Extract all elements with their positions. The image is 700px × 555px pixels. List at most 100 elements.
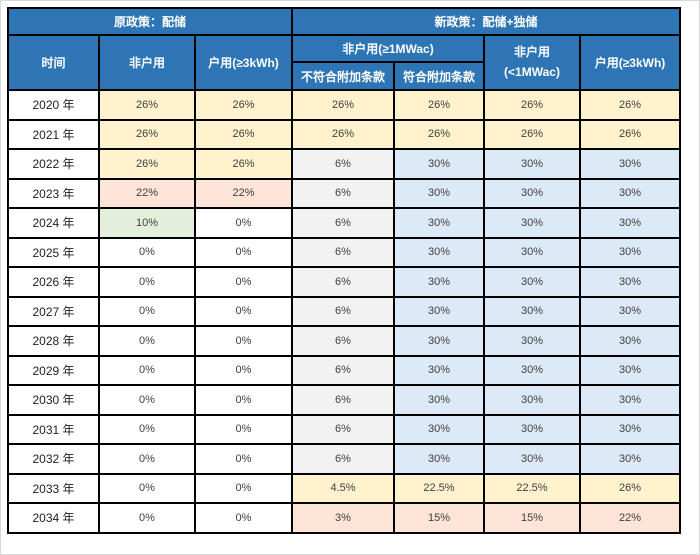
- value-cell: 22.5%: [393, 472, 485, 504]
- value-cell: 10%: [98, 207, 196, 239]
- value-cell: 0%: [98, 502, 196, 534]
- year-cell: 2030 年: [7, 384, 100, 416]
- value-cell: 6%: [291, 177, 395, 209]
- value-cell: 30%: [483, 384, 581, 416]
- value-cell: 30%: [579, 384, 681, 416]
- header-new-residential: 户用(≥3kWh): [579, 34, 681, 91]
- value-cell: 0%: [194, 207, 293, 239]
- value-cell: 30%: [393, 236, 485, 268]
- header-new-nonresidential-small-line2: (<1MWac): [504, 64, 560, 79]
- value-cell: 15%: [393, 502, 485, 534]
- value-cell: 0%: [194, 236, 293, 268]
- value-cell: 0%: [98, 354, 196, 386]
- table-body: 2020 年 26% 26% 26% 26% 26% 26% 2021 年 26…: [7, 89, 681, 534]
- value-cell: 30%: [483, 354, 581, 386]
- year-cell: 2025 年: [7, 236, 100, 268]
- header-new-nonresidential-large: 非户用(≥1MWac): [291, 34, 485, 63]
- value-cell: 6%: [291, 443, 395, 475]
- header-noncompliant-terms: 不符合附加条款: [291, 61, 395, 91]
- value-cell: 30%: [393, 177, 485, 209]
- value-cell: 30%: [579, 207, 681, 239]
- value-cell: 0%: [98, 472, 196, 504]
- header-new-nonresidential-small: 非户用 (<1MWac): [483, 34, 581, 91]
- value-cell: 26%: [579, 472, 681, 504]
- table-row: 2023 年 22% 22% 6% 30% 30% 30%: [7, 177, 681, 209]
- value-cell: 0%: [194, 443, 293, 475]
- value-cell: 26%: [291, 118, 395, 150]
- year-cell: 2023 年: [7, 177, 100, 209]
- value-cell: 6%: [291, 354, 395, 386]
- header-compliant-terms: 符合附加条款: [393, 61, 485, 91]
- value-cell: 0%: [98, 443, 196, 475]
- value-cell: 30%: [393, 148, 485, 180]
- value-cell: 0%: [98, 266, 196, 298]
- value-cell: 30%: [393, 443, 485, 475]
- value-cell: 26%: [194, 148, 293, 180]
- value-cell: 0%: [194, 413, 293, 445]
- year-cell: 2022 年: [7, 148, 100, 180]
- value-cell: 30%: [483, 266, 581, 298]
- table-row: 2031 年 0% 0% 6% 30% 30% 30%: [7, 413, 681, 445]
- table-row: 2033 年 0% 0% 4.5% 22.5% 22.5% 26%: [7, 472, 681, 504]
- value-cell: 26%: [579, 89, 681, 121]
- year-cell: 2028 年: [7, 325, 100, 357]
- table-row: 2024 年 10% 0% 6% 30% 30% 30%: [7, 207, 681, 239]
- value-cell: 30%: [483, 443, 581, 475]
- value-cell: 26%: [194, 118, 293, 150]
- value-cell: 0%: [194, 266, 293, 298]
- value-cell: 0%: [194, 325, 293, 357]
- value-cell: 26%: [393, 89, 485, 121]
- value-cell: 26%: [98, 89, 196, 121]
- value-cell: 30%: [393, 413, 485, 445]
- year-cell: 2034 年: [7, 502, 100, 534]
- value-cell: 30%: [579, 148, 681, 180]
- value-cell: 15%: [483, 502, 581, 534]
- value-cell: 0%: [194, 502, 293, 534]
- value-cell: 0%: [98, 295, 196, 327]
- value-cell: 30%: [393, 295, 485, 327]
- value-cell: 6%: [291, 413, 395, 445]
- year-cell: 2026 年: [7, 266, 100, 298]
- value-cell: 0%: [98, 413, 196, 445]
- value-cell: 26%: [98, 148, 196, 180]
- year-cell: 2032 年: [7, 443, 100, 475]
- value-cell: 0%: [194, 354, 293, 386]
- value-cell: 30%: [483, 325, 581, 357]
- itc-policy-table: 原政策：配储 新政策：配储+独储 时间 非户用 户用(≥3kWh) 非户用(≥1…: [7, 7, 681, 534]
- value-cell: 6%: [291, 148, 395, 180]
- value-cell: 30%: [393, 354, 485, 386]
- table-row: 2022 年 26% 26% 6% 30% 30% 30%: [7, 148, 681, 180]
- table-row: 2026 年 0% 0% 6% 30% 30% 30%: [7, 266, 681, 298]
- year-cell: 2024 年: [7, 207, 100, 239]
- value-cell: 0%: [98, 236, 196, 268]
- year-cell: 2021 年: [7, 118, 100, 150]
- value-cell: 30%: [483, 236, 581, 268]
- value-cell: 30%: [579, 295, 681, 327]
- value-cell: 0%: [194, 472, 293, 504]
- year-cell: 2033 年: [7, 472, 100, 504]
- value-cell: 30%: [579, 325, 681, 357]
- table-row: 2030 年 0% 0% 6% 30% 30% 30%: [7, 384, 681, 416]
- year-cell: 2031 年: [7, 413, 100, 445]
- header-time: 时间: [7, 34, 100, 91]
- value-cell: 26%: [194, 89, 293, 121]
- value-cell: 0%: [194, 295, 293, 327]
- header-new-policy-group: 新政策：配储+独储: [291, 7, 681, 36]
- value-cell: 30%: [483, 177, 581, 209]
- value-cell: 22%: [194, 177, 293, 209]
- value-cell: 30%: [579, 266, 681, 298]
- header-old-nonresidential: 非户用: [98, 34, 196, 91]
- value-cell: 6%: [291, 295, 395, 327]
- value-cell: 30%: [393, 266, 485, 298]
- header-old-residential: 户用(≥3kWh): [194, 34, 293, 91]
- year-cell: 2020 年: [7, 89, 100, 121]
- value-cell: 30%: [579, 413, 681, 445]
- table-row: 2029 年 0% 0% 6% 30% 30% 30%: [7, 354, 681, 386]
- table-row: 2034 年 0% 0% 3% 15% 15% 22%: [7, 502, 681, 534]
- value-cell: 30%: [483, 207, 581, 239]
- value-cell: 30%: [579, 236, 681, 268]
- table-header: 原政策：配储 新政策：配储+独储 时间 非户用 户用(≥3kWh) 非户用(≥1…: [7, 7, 681, 91]
- value-cell: 0%: [194, 384, 293, 416]
- value-cell: 6%: [291, 384, 395, 416]
